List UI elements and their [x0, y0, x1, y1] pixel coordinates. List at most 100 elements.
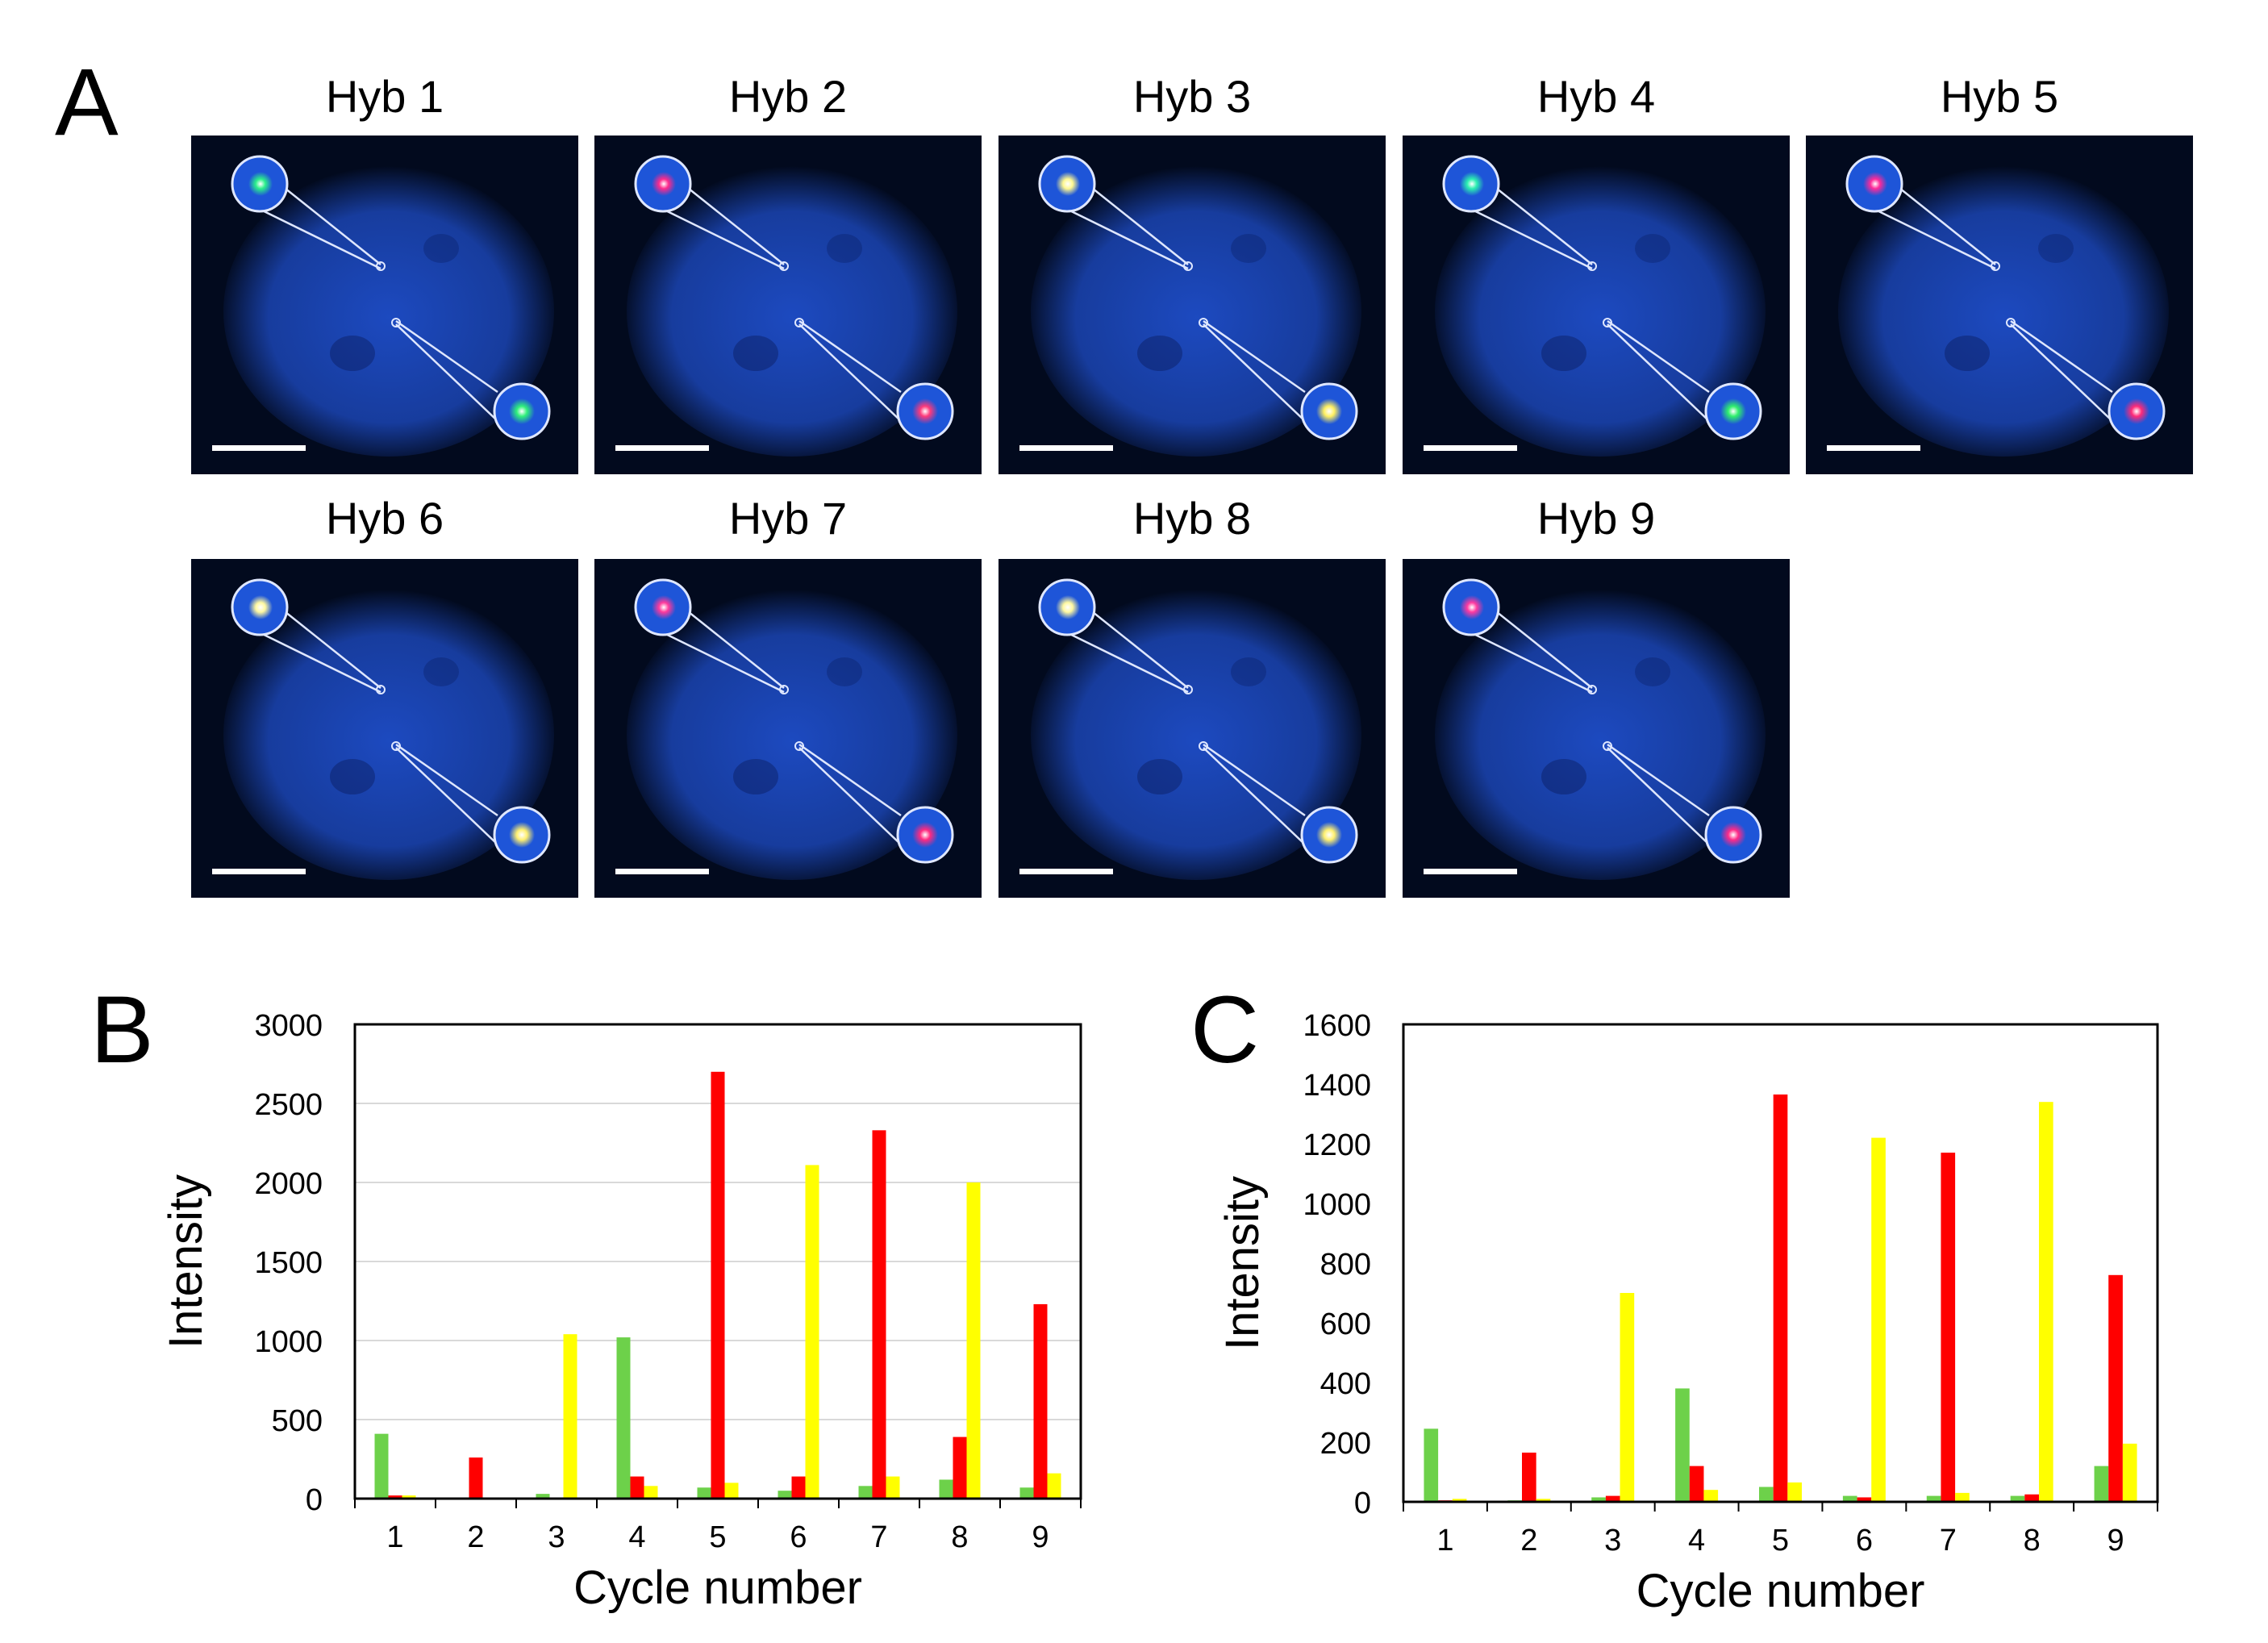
hyb-image-6 [191, 559, 578, 898]
zoom-origin-marker [2006, 318, 2016, 327]
chart-c-svg: 0 200 400 600 800 1000 1200 1400 1600 1 2 3 4 5 6 7 8 9 Cy… [1216, 1009, 2159, 1617]
bar-red-9 [2108, 1274, 2123, 1502]
x-tick-label: 4 [1688, 1524, 1705, 1558]
nucleus-image [1424, 578, 1766, 880]
x-tick-label: 9 [1032, 1520, 1049, 1554]
panel-label-c: C [1190, 977, 1260, 1083]
bar-yellow-1 [402, 1495, 416, 1499]
hyb-image-8 [999, 559, 1386, 898]
bar-red-2 [1522, 1452, 1536, 1502]
bar-green-9 [1019, 1487, 1034, 1499]
bar-green-7 [1926, 1495, 1941, 1502]
nucleus [627, 166, 957, 457]
bar-red-4 [630, 1476, 644, 1499]
nucleus-image [212, 155, 554, 457]
bar-red-5 [711, 1071, 725, 1499]
hyb-image-7 [594, 559, 982, 898]
bar-green-8 [939, 1479, 953, 1499]
hyb-title-4: Hyb 4 [1536, 71, 1656, 122]
bar-red-2 [469, 1457, 483, 1499]
x-tick-label: 2 [1520, 1524, 1537, 1558]
zoom-origin-marker [376, 261, 386, 271]
nucleus-image [615, 155, 957, 457]
zoom-origin-marker [1199, 741, 1208, 751]
scale-bar [1019, 445, 1113, 451]
fluorescent-spot-1 [1460, 172, 1484, 196]
zoom-origin-marker [1603, 741, 1612, 751]
bar-green-6 [778, 1491, 792, 1499]
nucleus-image [615, 578, 957, 880]
x-tick-label: 7 [870, 1520, 887, 1554]
x-tick-label: 3 [1604, 1524, 1621, 1558]
nucleus-image [1827, 155, 2169, 457]
fluorescent-spot-1 [1056, 172, 1080, 196]
zoom-origin-marker [779, 685, 789, 694]
hyb-title-2: Hyb 2 [728, 71, 848, 122]
zoom-origin-marker [794, 318, 804, 327]
y-tick-label: 1400 [1303, 1069, 1371, 1103]
y-tick-label: 800 [1320, 1248, 1371, 1282]
bar-yellow-4 [644, 1486, 658, 1499]
nucleus [223, 590, 554, 880]
y-axis-title: Intensity [160, 1174, 212, 1349]
hyb-title-6: Hyb 6 [325, 493, 444, 544]
bar-red-8 [2024, 1494, 2039, 1502]
y-tick-label: 0 [1354, 1487, 1371, 1520]
nucleus-image [1019, 155, 1361, 457]
hyb-image-9 [1403, 559, 1790, 898]
x-tick-label: 3 [548, 1520, 565, 1554]
hyb-image-3 [999, 136, 1386, 474]
bar-yellow-1 [1452, 1499, 1467, 1502]
fluorescent-spot-2 [2124, 398, 2149, 424]
y-tick-label: 1000 [1303, 1188, 1371, 1222]
zoom-origin-marker [1603, 318, 1612, 327]
hyb-image-1 [191, 136, 578, 474]
bar-red-1 [388, 1495, 402, 1499]
scale-bar [1424, 445, 1517, 451]
fluorescent-spot-1 [1056, 595, 1080, 619]
fluorescent-spot-2 [509, 398, 535, 424]
scale-bar [615, 869, 709, 874]
y-tick-label: 400 [1320, 1367, 1371, 1401]
fluorescent-spot-1 [248, 595, 273, 619]
scale-bar [615, 445, 709, 451]
nucleus [1031, 166, 1361, 457]
hyb-title-8: Hyb 8 [1132, 493, 1252, 544]
hyb-title-7: Hyb 7 [728, 493, 848, 544]
x-tick-label: 9 [2107, 1524, 2124, 1558]
x-axis-title: Cycle number [1636, 1565, 1925, 1617]
scale-bar [212, 869, 306, 874]
x-tick-label: 6 [790, 1520, 807, 1554]
bar-green-7 [858, 1486, 873, 1499]
scale-bar [1827, 445, 1920, 451]
zoom-origin-marker [376, 685, 386, 694]
x-tick-label: 1 [386, 1520, 403, 1554]
fluorescent-spot-1 [652, 595, 676, 619]
bar-green-5 [1759, 1487, 1774, 1502]
bar-green-4 [1675, 1388, 1690, 1502]
y-tick-label: 2000 [254, 1167, 323, 1201]
fluorescent-spot-1 [248, 172, 273, 196]
bar-yellow-3 [1620, 1293, 1635, 1502]
plot-frame [1402, 1023, 2159, 1503]
bar-red-3 [1605, 1495, 1620, 1502]
bar-green-3 [536, 1494, 550, 1499]
x-tick-label: 4 [628, 1520, 645, 1554]
nucleus [1435, 166, 1766, 457]
zoom-origin-marker [1587, 685, 1597, 694]
fluorescent-spot-1 [1863, 172, 1887, 196]
scale-bar [1019, 869, 1113, 874]
zoom-origin-marker [1587, 261, 1597, 271]
fluorescent-spot-2 [912, 398, 938, 424]
bar-red-7 [1941, 1153, 1956, 1502]
zoom-origin-marker [1991, 261, 2000, 271]
y-tick-label: 200 [1320, 1427, 1371, 1461]
y-tick-label: 1500 [254, 1246, 323, 1280]
y-tick-label: 600 [1320, 1307, 1371, 1341]
bar-green-5 [697, 1487, 711, 1499]
fluorescent-spot-2 [1316, 398, 1342, 424]
x-tick-label: 5 [709, 1520, 726, 1554]
fluorescent-spot-1 [652, 172, 676, 196]
nucleus [223, 166, 554, 457]
zoom-origin-marker [1183, 261, 1193, 271]
